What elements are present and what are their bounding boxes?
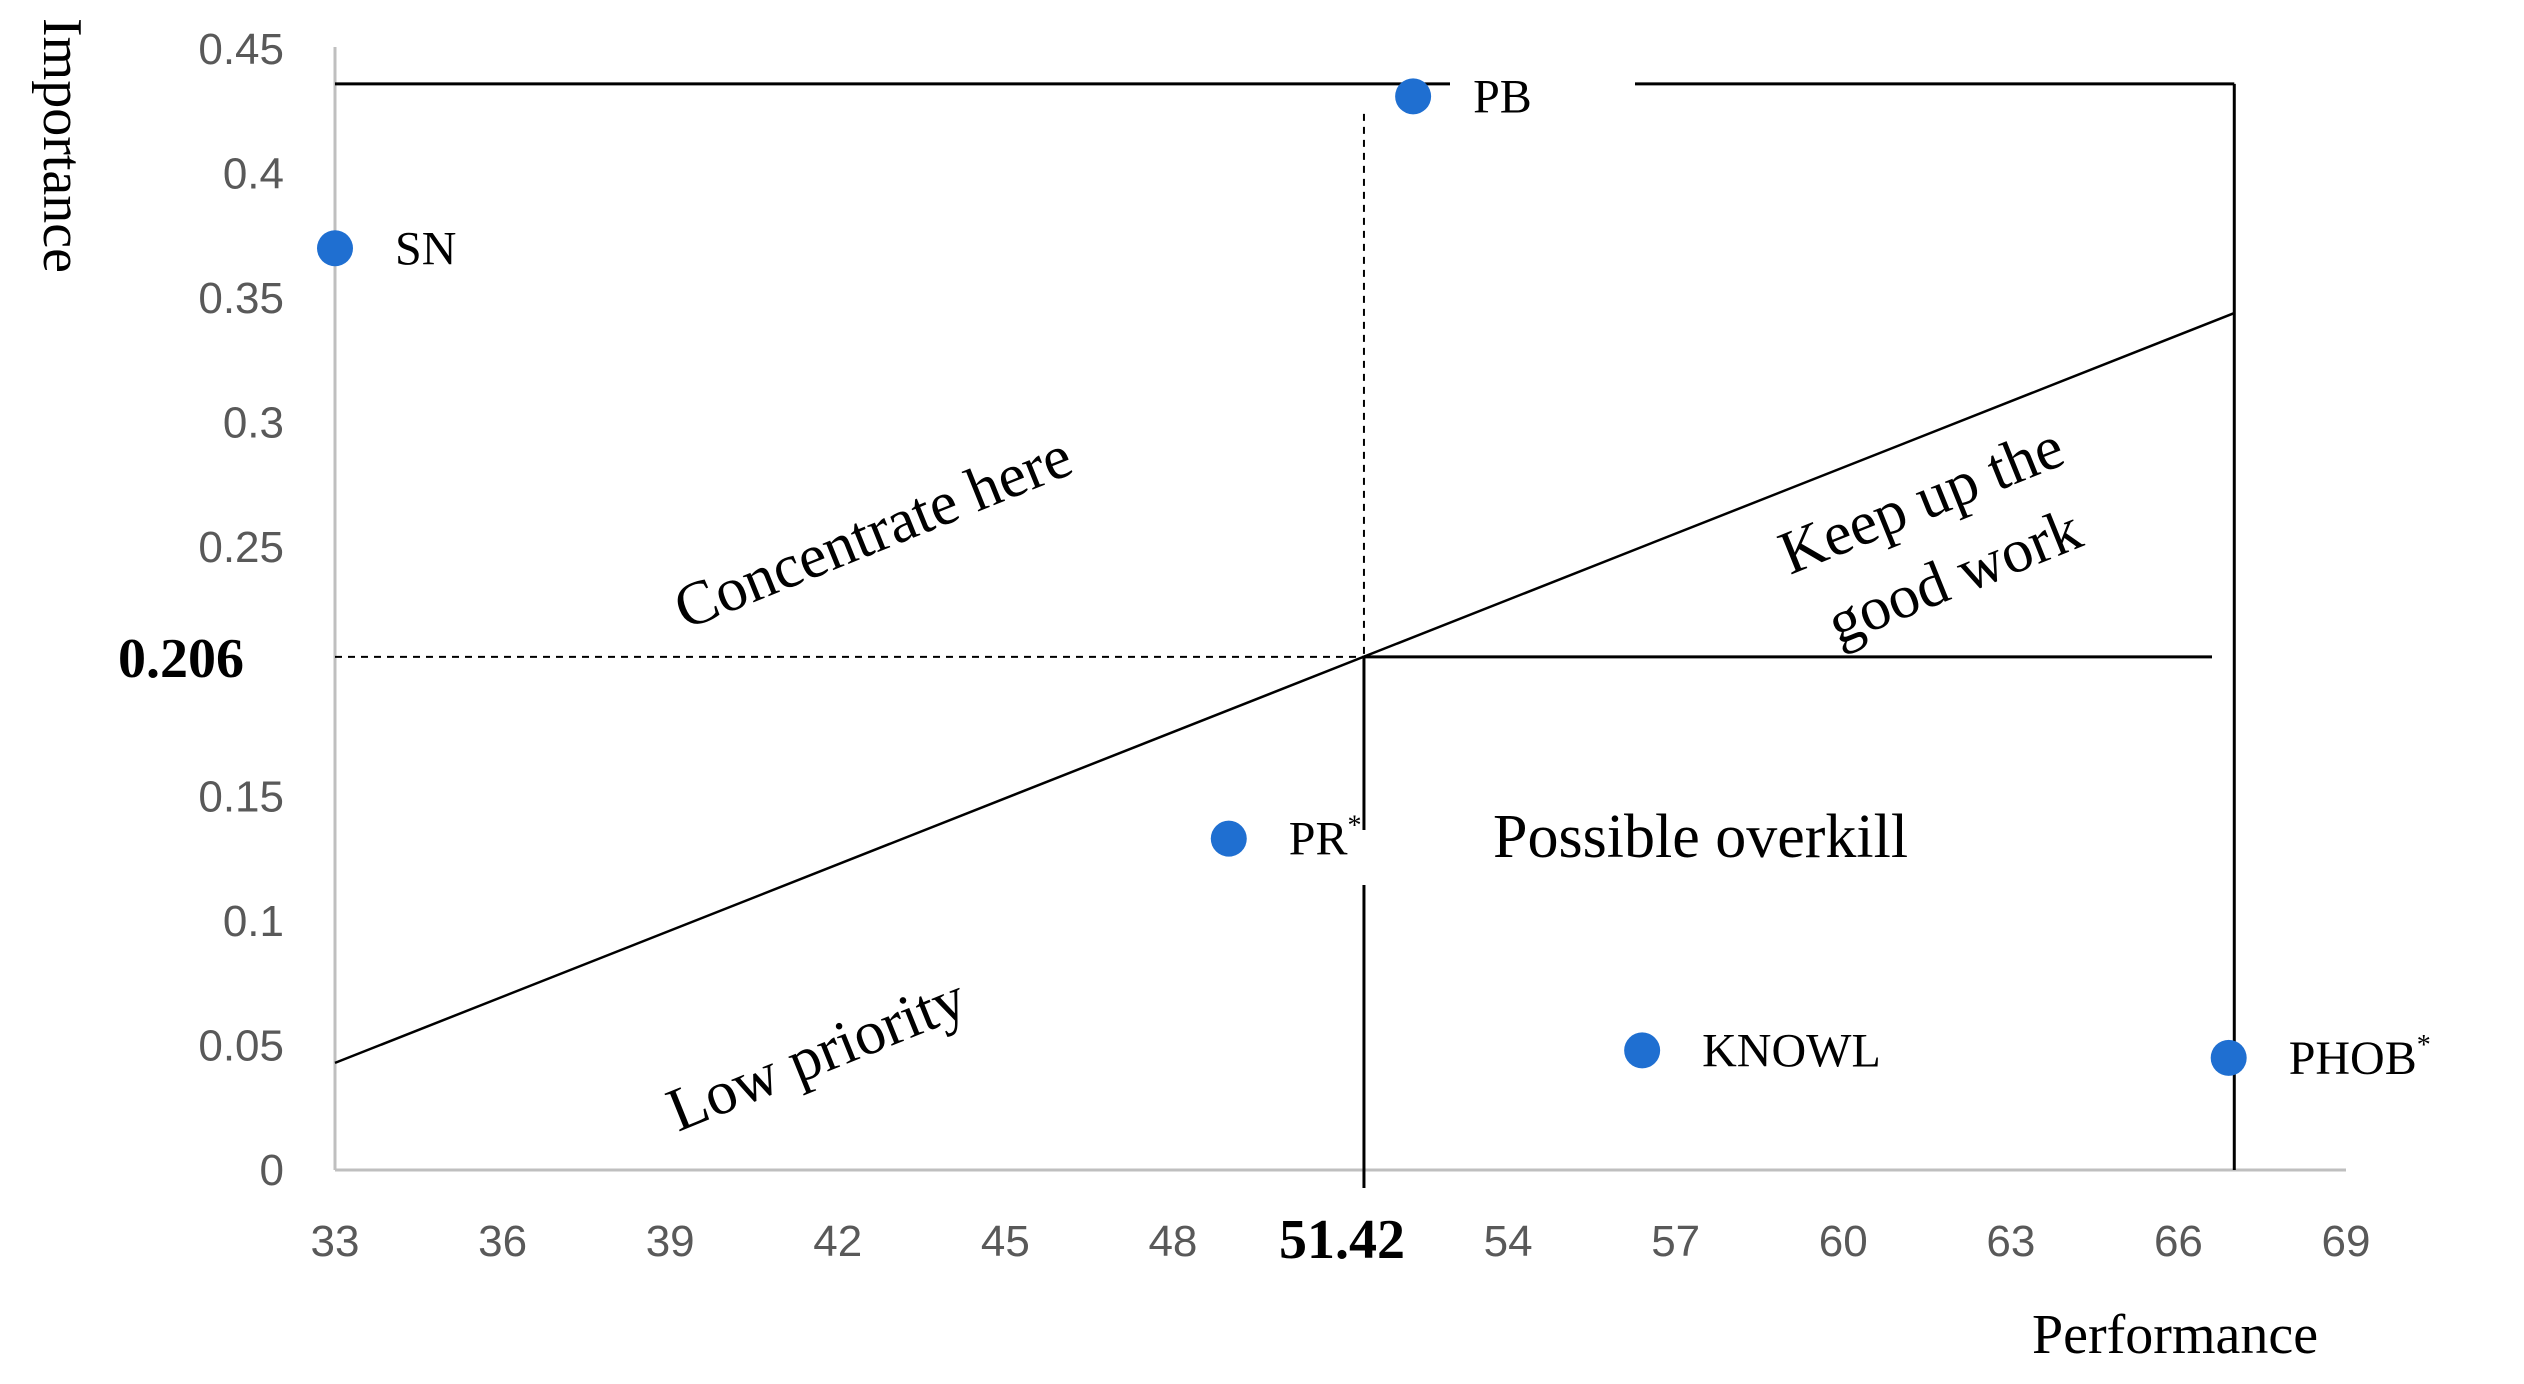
x-tick-label: 69 (2322, 1217, 2371, 1266)
zone-possible-overkill: Possible overkill (1493, 803, 1908, 871)
data-point (2210, 1039, 2247, 1076)
x-tick-label: 36 (478, 1217, 527, 1266)
y-tick-label: 0 (260, 1146, 284, 1195)
x-axis-title: Performance (2032, 1304, 2318, 1366)
axis-titles: Performance Importance (31, 18, 2318, 1366)
x-tick-label: 33 (311, 1217, 360, 1266)
x-tick-label: 48 (1148, 1217, 1197, 1266)
data-point (1624, 1032, 1661, 1069)
data-point (317, 230, 353, 267)
x-tick-label: 66 (2154, 1217, 2203, 1266)
x-tick-label: 54 (1484, 1217, 1533, 1266)
quadrant-frame (334, 82, 2236, 1188)
x-tick-label: 63 (1986, 1217, 2035, 1266)
zone-low-priority: Low priority (658, 964, 976, 1145)
x-tick-label: 42 (813, 1217, 862, 1266)
y-axis-title: Importance (31, 18, 93, 273)
data-point (1395, 78, 1432, 115)
y-tick-label: 0.1 (223, 897, 284, 946)
point-label: PR* (1289, 811, 1362, 866)
x-tick-label: 39 (646, 1217, 695, 1266)
point-label-text: SN (395, 222, 456, 275)
x-reference-value: 51.42 (1279, 1209, 1405, 1271)
y-reference-value: 0.206 (118, 628, 244, 690)
axes (333, 47, 2346, 1172)
zone-concentrate-here: Concentrate here (665, 422, 1081, 643)
y-tick-label: 0.45 (198, 25, 284, 74)
diagonal-line (334, 311, 2235, 1065)
y-tick-label: 0.35 (198, 274, 284, 323)
tick-labels: 33 36 39 42 45 48 54 57 60 63 66 69 0 0.05 0.1 0.15 0.25… (198, 25, 2370, 1266)
point-label: PB (1473, 70, 1532, 123)
point-label-text: PHOB (2289, 1032, 2417, 1085)
x-tick-label: 57 (1651, 1217, 1700, 1266)
y-tick-label: 0.4 (223, 150, 284, 199)
point-label-superscript: * (1347, 811, 1361, 842)
reference-values: 0.206 51.42 (118, 628, 1405, 1271)
point-label-text: KNOWL (1702, 1024, 1881, 1077)
y-tick-label: 0.05 (198, 1021, 284, 1070)
point-label: PHOB* (2289, 1030, 2431, 1085)
data-point (1210, 820, 1247, 857)
point-label: SN (395, 222, 456, 275)
y-tick-label: 0.3 (223, 399, 284, 448)
x-tick-label: 60 (1819, 1217, 1868, 1266)
point-label: KNOWL (1702, 1024, 1881, 1077)
point-label-text: PB (1473, 70, 1532, 123)
y-tick-label: 0.25 (198, 523, 284, 572)
point-label-superscript: * (2417, 1030, 2431, 1061)
x-tick-label: 45 (981, 1217, 1030, 1266)
y-tick-label: 0.15 (198, 772, 284, 821)
point-label-text: PR (1289, 813, 1348, 866)
